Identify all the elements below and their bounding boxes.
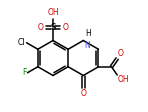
Text: OH: OH (47, 8, 59, 17)
Text: O: O (63, 23, 69, 32)
Text: N: N (84, 41, 90, 50)
Text: F: F (22, 68, 26, 77)
Text: O: O (118, 49, 124, 58)
Text: O: O (37, 23, 43, 32)
Text: OH: OH (118, 75, 129, 84)
Text: O: O (80, 89, 86, 98)
Text: S: S (50, 23, 56, 32)
Text: Cl: Cl (18, 38, 26, 47)
Text: H: H (85, 29, 91, 38)
